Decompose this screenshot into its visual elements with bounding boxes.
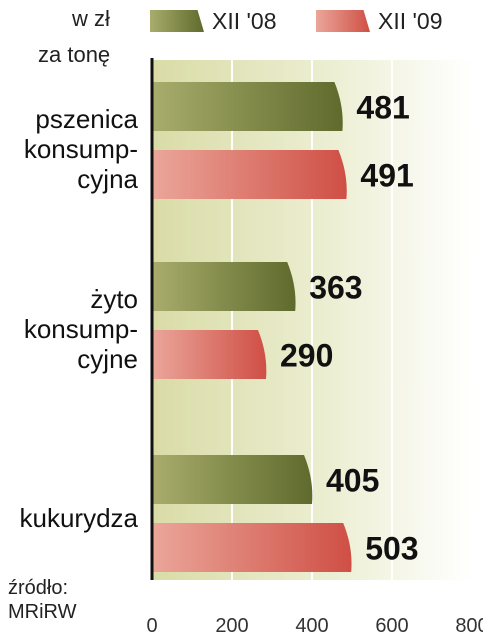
x-tick-label-400: 400 (295, 615, 328, 637)
source-label-line-1: źródło: (8, 577, 69, 599)
value-labels-group: 481 491 363 290 405 503 (280, 90, 419, 567)
category-label-rye-line-2: konsump- (23, 314, 138, 344)
category-label-corn-line-1: kukurydza (19, 503, 139, 533)
x-tick-label-0: 0 (146, 615, 157, 637)
unit-label-line-1: w zł (72, 6, 110, 31)
source-label-line-2: MRiRW (8, 601, 77, 623)
category-label-rye-line-1: żyto (90, 284, 138, 314)
bar-0-series-1 (152, 150, 347, 199)
x-tick-label-800: 800 (455, 615, 483, 637)
legend-label-2009: XII '09 (378, 8, 443, 34)
legend-label-2008: XII '08 (212, 8, 277, 34)
category-label-corn: kukurydza (20, 503, 139, 533)
category-label-wheat-line-2: konsump- (23, 134, 138, 164)
bar-1-series-0 (152, 262, 296, 311)
bar-0-series-0 (152, 82, 343, 131)
bar-2-series-0 (152, 455, 313, 504)
tick-labels-group: 0 200 400 600 800 (146, 615, 483, 637)
value-label-0-series-1: 491 (360, 158, 413, 194)
category-label-wheat-line-1: pszenica (35, 104, 138, 134)
category-label-wheat-line-3: cyjna (77, 164, 138, 194)
value-label-2-series-1: 503 (365, 531, 418, 567)
legend-swatch-2008 (150, 10, 204, 32)
category-label-wheat: pszenica konsump- cyjna (24, 104, 138, 194)
category-label-rye: żyto konsump- cyjne (24, 284, 138, 374)
x-tick-label-200: 200 (215, 615, 248, 637)
x-tick-label-600: 600 (375, 615, 408, 637)
unit-label-line-2: za tonę (38, 42, 111, 67)
bars-group (152, 82, 352, 572)
category-label-rye-line-3: cyjne (77, 344, 138, 374)
value-label-0-series-0: 481 (356, 90, 409, 126)
bar-2-series-1 (152, 523, 352, 572)
bar-1-series-1 (152, 330, 267, 379)
value-label-1-series-0: 363 (309, 270, 362, 306)
value-label-2-series-0: 405 (326, 463, 379, 499)
source-label: źródło: MRiRW (8, 576, 77, 624)
value-label-1-series-1: 290 (280, 338, 333, 374)
legend-swatch-2009 (316, 10, 370, 32)
